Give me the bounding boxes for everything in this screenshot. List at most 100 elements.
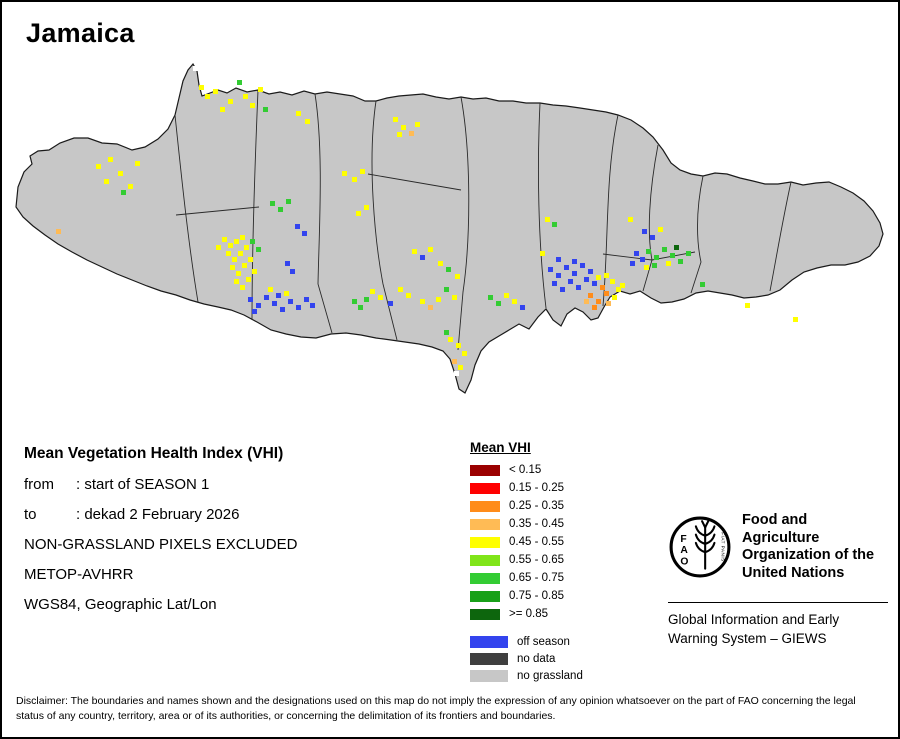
vhi-pixel [420,255,425,260]
vhi-pixel [286,199,291,204]
info-value: : dekad 2 February 2026 [76,506,240,523]
vhi-pixel [454,371,459,376]
vhi-pixel [268,287,273,292]
vhi-pixel [572,259,577,264]
parish-border [537,102,547,309]
legend-label: 0.75 - 0.85 [509,590,564,602]
fao-logo-letter: F [680,534,686,545]
vhi-pixel [406,293,411,298]
info-label: to [24,506,37,523]
vhi-pixel [409,131,414,136]
vhi-pixel [213,89,218,94]
vhi-pixel [452,295,457,300]
vhi-pixel [670,253,675,258]
map-info-block: Mean Vegetation Health Index (VHI) from … [24,438,297,620]
vhi-pixel [264,295,269,300]
vhi-pixel [428,247,433,252]
vhi-pixel [592,305,597,310]
vhi-pixel [342,171,347,176]
vhi-pixel [628,217,633,222]
vhi-pixel [222,237,227,242]
legend-entries: < 0.15 0.15 - 0.25 0.25 - 0.35 0.35 - 0.45 0… [470,464,583,620]
vhi-legend: Mean VHI < 0.15 0.15 - 0.25 0.25 - 0.35 0.3… [470,440,583,687]
vhi-pixel [228,99,233,104]
vhi-pixel [650,235,655,240]
vhi-pixel [258,87,263,92]
vhi-pixel [226,251,231,256]
legend-label: 0.15 - 0.25 [509,482,564,494]
vhi-pixel [263,107,268,112]
vhi-pixel [545,217,550,222]
vhi-pixel [378,295,383,300]
legend-label: < 0.15 [509,464,542,476]
vhi-pixel [556,257,561,262]
vhi-pixel [364,297,369,302]
info-label: from [24,476,54,493]
vhi-pixel [678,259,683,264]
info-row-to: to : dekad 2 February 2026 [24,500,297,530]
vhi-pixel [244,245,249,250]
parish-border [367,173,462,191]
vhi-pixel [256,247,261,252]
legend-row: off season [470,636,583,648]
vhi-pixel [438,261,443,266]
vhi-pixel [428,305,433,310]
legend-swatch [470,636,508,648]
vhi-pixel [104,179,109,184]
vhi-pixel [646,249,651,254]
vhi-pixel [118,171,123,176]
legend-swatch [470,608,500,620]
vhi-pixel [393,117,398,122]
vhi-pixel [604,291,609,296]
legend-swatch [470,536,500,548]
legend-label: no grassland [517,670,583,682]
vhi-pixel [512,299,517,304]
jamaica-landmass [15,62,884,394]
vhi-pixel [415,122,420,127]
vhi-pixel [596,299,601,304]
vhi-pixel [662,247,667,252]
info-value: WGS84, Geographic Lat/Lon [24,596,217,613]
info-value: NON-GRASSLAND PIXELS EXCLUDED [24,536,298,553]
vhi-pixel [228,243,233,248]
vhi-pixel [552,281,557,286]
vhi-pixel [588,269,593,274]
vhi-pixel [606,301,611,306]
parish-border [457,96,470,351]
vhi-pixel [240,285,245,290]
vhi-pixel [243,94,248,99]
vhi-pixel [280,307,285,312]
vhi-pixel [108,157,113,162]
legend-row: 0.65 - 0.75 [470,572,583,584]
vhi-pixel [288,299,293,304]
vhi-pixel [446,267,451,272]
legend-label: 0.55 - 0.65 [509,554,564,566]
fao-logo-letter: O [680,557,688,568]
vhi-pixel [284,291,289,296]
vhi-pixel [388,301,393,306]
info-value: : start of SEASON 1 [76,476,210,493]
legend-swatch [470,572,500,584]
vhi-pixel [237,80,242,85]
info-value: METOP-AVHRR [24,566,134,583]
vhi-pixel [360,169,365,174]
vhi-heading: Mean Vegetation Health Index (VHI) [24,445,284,462]
vhi-pixel [270,201,275,206]
vhi-pixel [305,119,310,124]
vhi-pixel [793,317,798,322]
vhi-pixel [352,299,357,304]
info-row-from: from : start of SEASON 1 [24,470,297,500]
vhi-pixel [686,251,691,256]
vhi-pixel [600,285,605,290]
legend-swatch [470,590,500,602]
fao-logo-ring [669,516,731,578]
vhi-pixel [496,301,501,306]
legend-label: off season [517,636,570,648]
vhi-pixel [232,257,237,262]
vhi-pixel [250,103,255,108]
legend-row: no grassland [470,670,583,682]
vhi-pixel [304,297,309,302]
vhi-pixel [520,305,525,310]
vhi-pixel [272,301,277,306]
page-title: Jamaica [26,18,135,48]
